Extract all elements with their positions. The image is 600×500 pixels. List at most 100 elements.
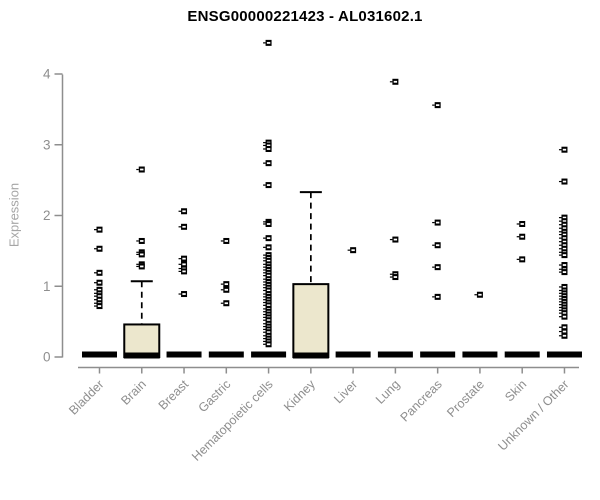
chart-title: ENSG00000221423 - AL031602.1	[187, 8, 423, 25]
y-tick-label: 2	[43, 208, 51, 223]
outlier-slit	[520, 258, 524, 261]
outlier-slit	[182, 225, 186, 228]
collapsed-box	[208, 351, 244, 358]
outlier-slit	[562, 223, 567, 226]
outlier-slit	[562, 315, 567, 318]
outlier-slit	[562, 264, 567, 266]
outlier-slit	[266, 41, 271, 44]
outlier-slit	[266, 331, 271, 334]
boxplot-kidney	[292, 191, 330, 359]
collapsed-box	[335, 351, 371, 358]
outlier-slit	[435, 221, 440, 224]
outlier-slit	[266, 223, 271, 225]
outlier-slit	[562, 254, 567, 257]
outlier-slit	[182, 263, 186, 266]
boxplot-brain	[123, 166, 161, 359]
outlier-slit	[140, 240, 144, 242]
outlier-slit	[435, 244, 440, 247]
outlier-slit	[562, 220, 567, 223]
outlier-slit	[562, 271, 567, 273]
outlier-slit	[97, 298, 102, 301]
outlier-slit	[97, 281, 102, 284]
outlier-slit	[562, 244, 567, 247]
boxplot-lung	[377, 78, 413, 358]
y-tick-label: 0	[43, 350, 51, 365]
outlier-slit	[562, 233, 567, 236]
outlier-slit	[97, 295, 102, 298]
outlier-slit	[266, 259, 271, 262]
outlier-slit	[562, 148, 567, 151]
outlier-slit	[435, 266, 440, 269]
outlier-slit	[266, 246, 271, 249]
y-tick-label: 4	[43, 67, 51, 82]
outlier-slit	[520, 235, 524, 238]
median-line	[292, 352, 329, 359]
x-tick-label: Brain	[118, 377, 149, 408]
outlier-slit	[478, 293, 482, 296]
y-tick-label: 3	[43, 137, 51, 152]
outlier-slit	[97, 247, 102, 250]
outlier-slit	[266, 237, 271, 240]
outlier-slit	[224, 283, 229, 286]
outlier-slit	[266, 184, 271, 186]
outlier-slit	[266, 343, 271, 346]
outlier-slit	[224, 288, 229, 291]
collapsed-box	[546, 351, 582, 358]
outlier-slit	[97, 305, 102, 307]
x-tick-label: Kidney	[281, 377, 318, 414]
outlier-slit	[140, 168, 144, 171]
outlier-slit	[266, 319, 271, 322]
outlier-slit	[562, 180, 567, 183]
collapsed-box	[504, 351, 540, 358]
boxplot-unknown-other	[546, 146, 582, 358]
outlier-slit	[562, 240, 567, 243]
outlier-slit	[562, 227, 567, 230]
collapsed-box	[420, 351, 456, 358]
outlier-slit	[266, 162, 271, 165]
x-tick-label: Prostate	[444, 377, 487, 420]
outlier-slit	[182, 270, 186, 273]
outlier-slit	[182, 293, 186, 295]
outlier-slit	[224, 240, 229, 242]
x-tick-label: Lung	[373, 377, 403, 407]
boxplot-gastric	[208, 237, 244, 358]
x-tick-label: Pancreas	[398, 377, 445, 424]
collapsed-box	[377, 351, 413, 358]
boxplot-prostate	[462, 291, 498, 358]
x-tick-label: Skin	[502, 377, 529, 404]
outlier-slit	[97, 271, 102, 274]
y-tick-label: 1	[43, 279, 51, 294]
boxplot-liver	[335, 247, 371, 358]
outlier-slit	[562, 330, 567, 333]
median-line	[123, 352, 160, 359]
outlier-slit	[266, 304, 271, 307]
outlier-slit	[393, 238, 398, 241]
outlier-slit	[562, 334, 567, 337]
y-axis: 0 1 2 3 4	[43, 67, 64, 365]
collapsed-box	[82, 351, 117, 358]
outlier-slit	[562, 247, 567, 250]
outlier-slit	[97, 288, 102, 291]
boxplot-bladder	[82, 226, 117, 358]
outlier-slit	[562, 216, 567, 219]
outlier-slit	[562, 237, 567, 240]
collapsed-box	[251, 351, 287, 358]
box	[292, 283, 330, 358]
x-tick-label: Breast	[156, 377, 192, 413]
outlier-slit	[266, 144, 271, 147]
outlier-slit	[562, 286, 567, 288]
outlier-slit	[182, 210, 186, 213]
outlier-slit	[140, 253, 144, 256]
outlier-slit	[182, 257, 186, 260]
outlier-slit	[97, 228, 102, 231]
boxplot-hematopoietic-cells	[251, 39, 287, 358]
x-tick-label: Liver	[331, 377, 360, 406]
outlier-slit	[435, 295, 440, 298]
outlier-slit	[520, 223, 524, 225]
box	[123, 323, 161, 358]
outlier-slit	[393, 276, 398, 278]
outlier-slit	[266, 274, 271, 277]
